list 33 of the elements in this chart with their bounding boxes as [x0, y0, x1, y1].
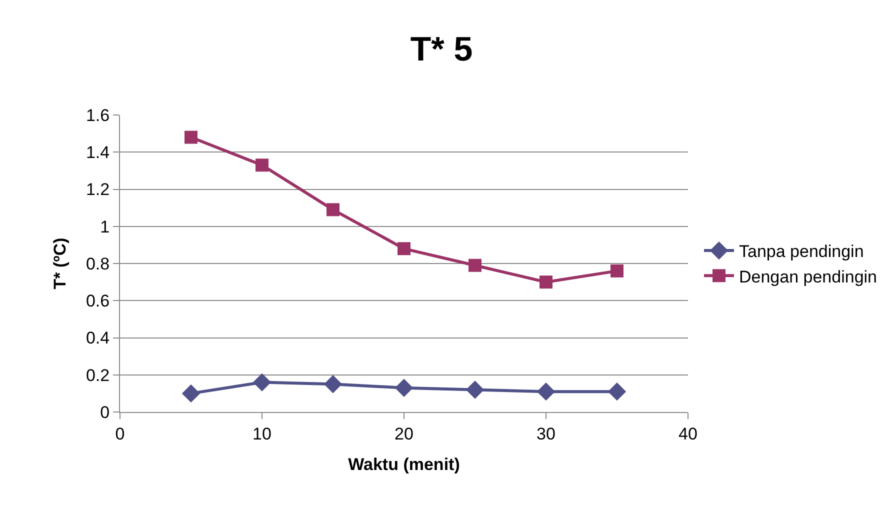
- legend-label: Tanpa pendingin: [739, 242, 864, 262]
- point: [252, 373, 272, 392]
- point: [326, 203, 340, 216]
- y-tick-label: 1.2: [86, 180, 110, 200]
- y-tick-label: 1: [100, 217, 110, 236]
- point: [536, 382, 556, 401]
- point: [468, 258, 482, 272]
- point: [398, 242, 410, 256]
- x-tick-label: 10: [252, 424, 272, 444]
- point: [394, 378, 414, 397]
- x-tick-label: 40: [678, 424, 698, 444]
- point: [184, 130, 198, 144]
- point: [466, 380, 484, 399]
- y-tick-label: 0.2: [86, 366, 110, 385]
- x-tick-label: 30: [536, 424, 556, 444]
- x-tick-label: 0: [115, 424, 125, 444]
- x-tick-label: 20: [394, 424, 414, 444]
- point: [608, 382, 626, 401]
- y-tick-label: 1.4: [86, 143, 110, 162]
- y-tick-label: 0.6: [86, 292, 110, 311]
- y-tick-label: 0: [100, 402, 110, 422]
- legend-label: Dengan pendingin: [739, 267, 878, 286]
- y-tick-label: 1.6: [86, 106, 110, 125]
- y-tick-label: 0.4: [86, 328, 110, 348]
- point: [256, 158, 268, 172]
- x-axis-title: Waktu (menit): [348, 454, 460, 474]
- point: [324, 375, 342, 394]
- chart-title: T* 5: [410, 30, 473, 69]
- point: [610, 264, 624, 278]
- point: [540, 276, 552, 289]
- y-axis-title: T* (ºC): [50, 238, 70, 290]
- point: [182, 384, 200, 403]
- y-tick-label: 0.8: [86, 254, 110, 274]
